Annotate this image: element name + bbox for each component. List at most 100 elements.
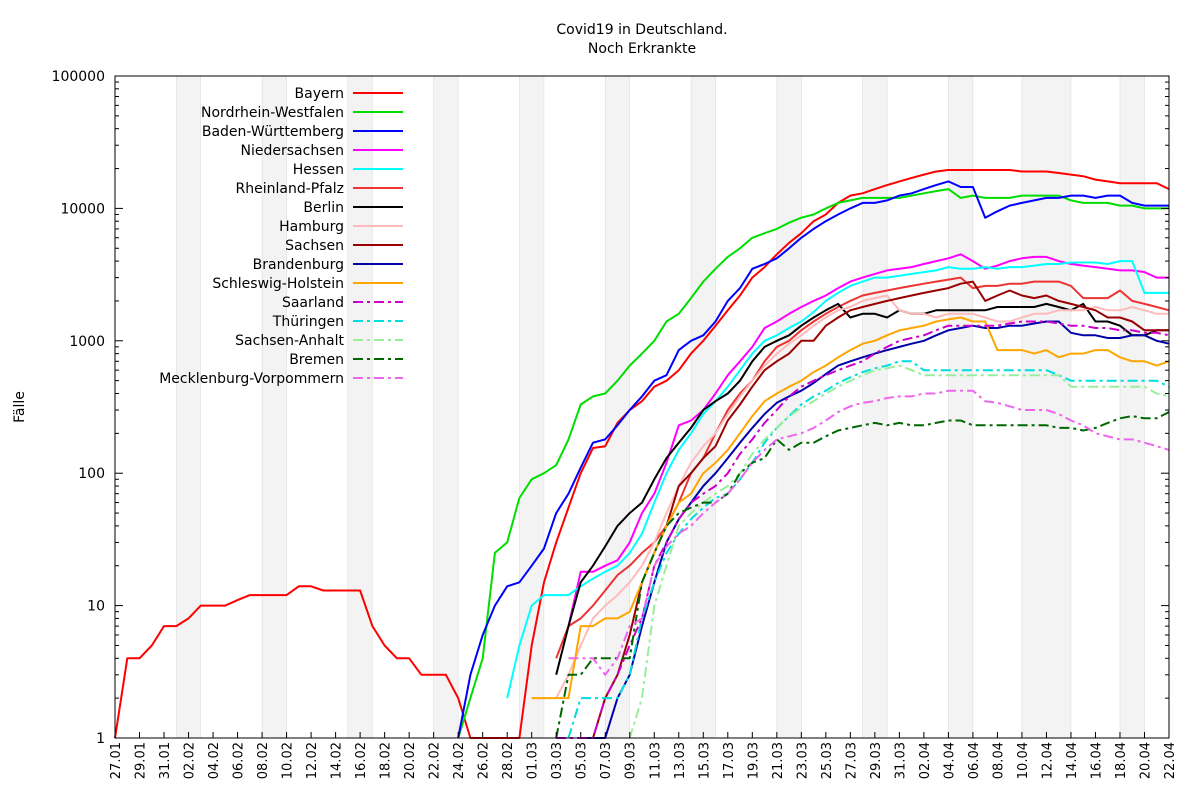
series-line-14 (555, 411, 1170, 739)
series-line-10 (531, 316, 1170, 700)
series-line-6 (555, 302, 1169, 676)
series-line-5 (555, 276, 1170, 659)
x-tick-label: 06.04 (967, 742, 982, 779)
x-tick-label: 04.04 (942, 742, 957, 779)
series-line-13 (628, 364, 1170, 739)
series-line-2 (457, 180, 1169, 739)
weekend-band (776, 75, 802, 739)
x-tick-label: 18.02 (379, 742, 394, 779)
legend: Bayern Nordrhein-Westfalen Baden-Württembe… (159, 86, 403, 387)
series-line-15 (568, 389, 1170, 676)
x-tick-label: 20.04 (1138, 742, 1153, 779)
x-tick-label: 11.03 (648, 742, 663, 779)
x-tick-label: 10.02 (281, 742, 296, 779)
y-tick-label: 10000 (60, 201, 105, 217)
x-tick-label: 23.03 (795, 742, 810, 779)
weekend-band (261, 75, 287, 739)
x-tick-label: 10.04 (1016, 742, 1031, 779)
series-line-8 (580, 280, 1169, 739)
x-tick-label: 04.02 (207, 742, 222, 779)
legend-label: Baden-Württemberg (202, 124, 344, 140)
weekend-band (948, 75, 974, 739)
legend-label: Brandenburg (253, 257, 344, 273)
legend-label: Nordrhein-Westfalen (201, 105, 344, 121)
weekend-band (176, 75, 202, 739)
legend-label: Bremen (289, 352, 344, 368)
x-tick-label: 27.01 (109, 742, 124, 779)
x-tick-label: 29.03 (869, 742, 884, 779)
legend-label: Rheinland-Pfalz (236, 181, 344, 197)
x-tick-label: 07.03 (599, 742, 614, 779)
y-axis-ticks: 1 10 100 1000 10000 100000 (52, 69, 1169, 747)
x-tick-label: 01.03 (526, 742, 541, 779)
x-tick-label: 31.03 (893, 742, 908, 779)
legend-label: Hamburg (279, 219, 344, 235)
y-tick-label: 10 (87, 599, 105, 615)
weekend-bands (176, 75, 1145, 739)
x-tick-label: 02.02 (183, 742, 198, 779)
legend-label: Schleswig-Holstein (212, 276, 344, 292)
series-line-1 (457, 188, 1169, 739)
legend-label: Berlin (303, 200, 344, 216)
weekend-band (690, 75, 716, 739)
x-tick-label: 24.02 (452, 742, 467, 779)
x-tick-label: 22.04 (1163, 742, 1178, 779)
x-tick-label: 27.03 (844, 742, 859, 779)
x-tick-label: 20.02 (403, 742, 418, 779)
x-tick-label: 14.02 (330, 742, 345, 779)
x-tick-label: 02.04 (918, 742, 933, 779)
series-line-4 (506, 260, 1169, 699)
x-tick-label: 26.02 (477, 742, 492, 779)
y-tick-label: 100 (78, 466, 105, 482)
legend-label: Bayern (295, 86, 344, 102)
x-tick-label: 09.03 (624, 742, 639, 779)
x-tick-label: 16.04 (1089, 742, 1104, 779)
legend-label: Hessen (293, 162, 344, 178)
weekend-band (519, 75, 545, 739)
x-tick-label: 12.04 (1040, 742, 1055, 779)
x-tick-label: 03.03 (550, 742, 565, 779)
x-tick-label: 16.02 (354, 742, 369, 779)
y-tick-label: 1 (96, 731, 105, 747)
series-line-0 (114, 169, 1170, 739)
plot-frame (114, 75, 1170, 739)
x-tick-label: 31.01 (158, 742, 173, 779)
legend-label: Saarland (282, 295, 344, 311)
legend-label: Niedersachsen (241, 143, 344, 159)
x-tick-label: 25.03 (820, 742, 835, 779)
x-tick-label: 08.04 (991, 742, 1006, 779)
x-tick-label: 13.03 (673, 742, 688, 779)
legend-label: Mecklenburg-Vorpommern (159, 371, 344, 387)
x-tick-label: 28.02 (501, 742, 516, 779)
x-tick-label: 18.04 (1114, 742, 1129, 779)
chart-title: Covid19 in Deutschland. (556, 22, 727, 38)
legend-label: Sachsen-Anhalt (235, 333, 344, 349)
x-axis-ticks: 27.01 29.01 31.01 02.02 04.02 06.02 08.02 10.02… (109, 732, 1178, 779)
x-tick-label: 08.02 (256, 742, 271, 779)
y-tick-label: 100000 (52, 69, 105, 85)
x-tick-label: 14.04 (1065, 742, 1080, 779)
y-axis-label: Fälle (12, 391, 28, 423)
weekend-band (1021, 75, 1072, 739)
x-tick-label: 22.02 (428, 742, 443, 779)
x-tick-label: 21.03 (771, 742, 786, 779)
weekend-band (347, 75, 373, 739)
chart-subtitle: Noch Erkrankte (588, 41, 696, 57)
x-tick-label: 19.03 (746, 742, 761, 779)
x-tick-label: 12.02 (305, 742, 320, 779)
series-line-7 (555, 294, 1169, 699)
series-lines (114, 169, 1170, 739)
legend-label: Sachsen (285, 238, 344, 254)
x-tick-label: 17.03 (722, 742, 737, 779)
weekend-band (433, 75, 459, 739)
x-tick-label: 06.02 (232, 742, 247, 779)
legend-label: Thüringen (272, 314, 344, 330)
weekend-band (604, 75, 630, 739)
x-tick-label: 15.03 (697, 742, 712, 779)
x-tick-label: 29.01 (134, 742, 149, 779)
series-line-12 (567, 360, 1170, 739)
x-tick-label: 05.03 (575, 742, 590, 779)
weekend-band (862, 75, 888, 739)
y-tick-label: 1000 (69, 334, 105, 350)
